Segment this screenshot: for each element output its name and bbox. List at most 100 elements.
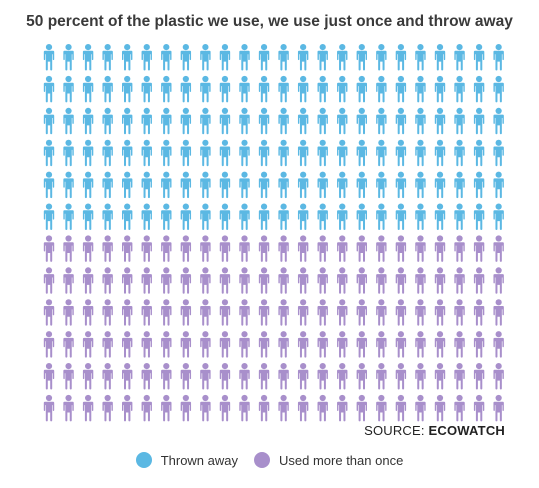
person-icon-thrown-away [122, 139, 133, 167]
person-icon-used-more-than-once [239, 235, 250, 262]
person-icon-used-more-than-once [141, 235, 152, 262]
person-icon-thrown-away [434, 75, 446, 103]
person-icon-used-more-than-once [317, 235, 328, 262]
person-icon-used-more-than-once [219, 267, 231, 294]
person-icon-thrown-away [473, 107, 485, 135]
person-icon-thrown-away [317, 171, 328, 199]
person-icon-thrown-away [493, 75, 504, 103]
person-icon-thrown-away [415, 75, 426, 103]
person-icon-thrown-away [122, 171, 133, 199]
person-icon-used-more-than-once [493, 363, 504, 390]
legend-swatch-used-more-than-once [254, 452, 270, 468]
person-icon-used-more-than-once [258, 299, 270, 326]
person-icon-thrown-away [239, 203, 250, 230]
person-icon-thrown-away [376, 75, 387, 103]
person-icon-used-more-than-once [180, 394, 192, 422]
person-icon-thrown-away [356, 107, 367, 135]
person-icon-used-more-than-once [473, 235, 485, 262]
person-icon-used-more-than-once [493, 235, 504, 262]
person-icon-used-more-than-once [43, 331, 55, 358]
person-icon-used-more-than-once [278, 267, 289, 294]
person-icon-used-more-than-once [180, 363, 192, 390]
person-icon-thrown-away [82, 44, 94, 71]
person-icon-used-more-than-once [415, 331, 426, 358]
person-icon-thrown-away [337, 75, 348, 103]
person-icon-thrown-away [258, 107, 270, 135]
person-icon-thrown-away [395, 107, 407, 135]
person-icon-thrown-away [454, 107, 465, 135]
person-icon-used-more-than-once [82, 267, 94, 294]
person-icon-thrown-away [473, 44, 485, 71]
person-icon-thrown-away [141, 203, 152, 230]
person-icon-used-more-than-once [219, 394, 231, 422]
person-icon-used-more-than-once [258, 235, 270, 262]
person-icon-thrown-away [356, 171, 367, 199]
person-icon-thrown-away [297, 139, 309, 167]
person-icon-used-more-than-once [122, 267, 133, 294]
legend: Thrown away Used more than once [0, 452, 539, 468]
person-icon-thrown-away [102, 75, 113, 103]
person-icon-used-more-than-once [454, 331, 465, 358]
person-icon-used-more-than-once [493, 267, 504, 294]
person-icon-thrown-away [239, 171, 250, 199]
person-icon-used-more-than-once [454, 394, 465, 422]
person-icon-thrown-away [337, 107, 348, 135]
person-icon-thrown-away [278, 75, 289, 103]
person-icon-used-more-than-once [180, 331, 192, 358]
person-icon-thrown-away [239, 75, 250, 103]
person-icon-used-more-than-once [180, 267, 192, 294]
person-icon-used-more-than-once [102, 235, 113, 262]
person-icon-used-more-than-once [102, 299, 113, 326]
person-icon-thrown-away [200, 44, 211, 71]
person-icon-thrown-away [395, 203, 407, 230]
person-icon-thrown-away [82, 203, 94, 230]
person-icon-thrown-away [473, 139, 485, 167]
person-icon-thrown-away [297, 171, 309, 199]
person-icon-thrown-away [258, 44, 270, 71]
person-icon-thrown-away [180, 171, 192, 199]
person-icon-used-more-than-once [239, 299, 250, 326]
person-icon-thrown-away [63, 203, 74, 230]
person-icon-used-more-than-once [415, 394, 426, 422]
person-icon-used-more-than-once [493, 394, 504, 422]
person-icon-thrown-away [434, 171, 446, 199]
person-icon-thrown-away [239, 139, 250, 167]
person-icon-thrown-away [473, 75, 485, 103]
person-icon-thrown-away [200, 139, 211, 167]
person-icon-thrown-away [141, 139, 152, 167]
person-icon-used-more-than-once [297, 267, 309, 294]
person-icon-used-more-than-once [161, 235, 172, 262]
person-icon-used-more-than-once [278, 299, 289, 326]
legend-label-thrown-away: Thrown away [160, 452, 238, 468]
person-icon-used-more-than-once [415, 267, 426, 294]
person-icon-thrown-away [356, 44, 367, 71]
person-icon-used-more-than-once [180, 235, 192, 262]
person-icon-thrown-away [161, 139, 172, 167]
person-icon-used-more-than-once [395, 299, 407, 326]
person-icon-thrown-away [258, 75, 270, 103]
person-icon-thrown-away [141, 44, 152, 71]
legend-item-thrown-away[interactable]: Thrown away [135, 452, 238, 468]
person-icon-used-more-than-once [415, 363, 426, 390]
person-icon-used-more-than-once [493, 331, 504, 358]
person-icon-thrown-away [337, 171, 348, 199]
person-icon-used-more-than-once [82, 299, 94, 326]
person-icon-thrown-away [297, 107, 309, 135]
person-icon-thrown-away [63, 171, 74, 199]
person-icon-used-more-than-once [219, 363, 231, 390]
person-icon-thrown-away [161, 75, 172, 103]
person-icon-used-more-than-once [473, 331, 485, 358]
legend-item-used-more-than-once[interactable]: Used more than once [254, 452, 403, 468]
person-icon-used-more-than-once [297, 331, 309, 358]
person-icon-used-more-than-once [43, 267, 55, 294]
source-prefix: SOURCE: [364, 423, 425, 438]
person-icon-used-more-than-once [141, 331, 152, 358]
person-icon-thrown-away [200, 171, 211, 199]
person-icon-thrown-away [278, 171, 289, 199]
person-icon-thrown-away [395, 75, 407, 103]
person-icon-used-more-than-once [161, 331, 172, 358]
person-icon-thrown-away [43, 171, 55, 199]
person-icon-used-more-than-once [317, 363, 328, 390]
person-icon-used-more-than-once [122, 331, 133, 358]
person-icon-used-more-than-once [395, 363, 407, 390]
